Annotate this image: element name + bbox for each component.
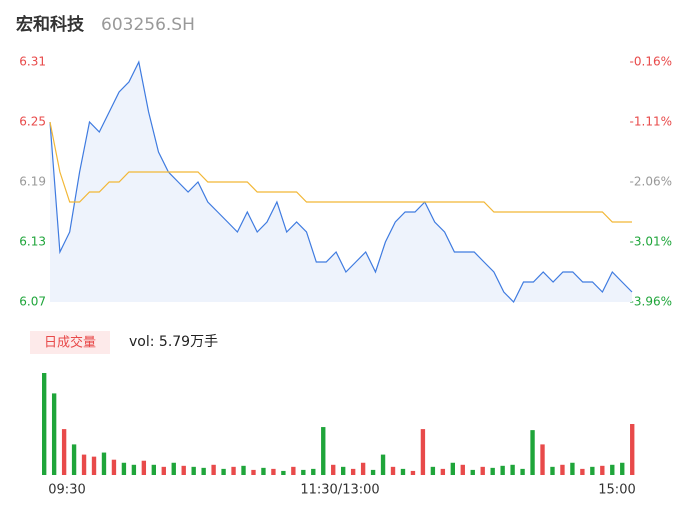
volume-bar xyxy=(580,468,585,475)
volume-bar xyxy=(540,444,545,475)
y-tick-label: 6.07 xyxy=(19,295,46,309)
volume-bar xyxy=(241,465,246,475)
volume-bar xyxy=(560,464,565,475)
volume-bar xyxy=(61,429,67,475)
volume-bar xyxy=(121,462,127,475)
volume-bar xyxy=(81,454,87,475)
volume-bar xyxy=(460,464,465,475)
volume-bar xyxy=(261,467,266,475)
volume-bar xyxy=(490,467,495,475)
volume-bar xyxy=(271,468,276,475)
volume-bar xyxy=(281,470,286,475)
volume-bar xyxy=(221,468,226,475)
y-tick-label: 6.13 xyxy=(19,235,46,249)
volume-bar xyxy=(470,469,475,475)
volume-bar xyxy=(131,464,137,475)
volume-bar xyxy=(151,464,156,475)
volume-bar xyxy=(500,465,505,475)
volume-bar xyxy=(91,456,97,475)
volume-bar xyxy=(71,444,77,475)
volume-bar xyxy=(42,373,47,475)
volume-bar xyxy=(321,427,326,475)
volume-bar xyxy=(231,466,236,475)
y2-tick-label: -3.96% xyxy=(630,295,672,309)
volume-bar xyxy=(400,468,406,475)
x-tick-label: 11:30/13:00 xyxy=(300,483,379,498)
legend-badge xyxy=(30,331,110,354)
volume-bar xyxy=(331,464,336,475)
volume-bar xyxy=(550,466,555,475)
y-tick-label: 6.25 xyxy=(19,115,46,129)
stock-code: 603256.SH xyxy=(101,15,195,35)
volume-bar xyxy=(520,468,525,475)
volume-bar xyxy=(590,466,595,475)
volume-summary: vol: 5.79万手 xyxy=(129,334,218,350)
average-line xyxy=(49,121,632,223)
x-tick-label: 15:00 xyxy=(598,483,635,498)
volume-bar xyxy=(410,470,416,475)
volume-legend: 日成交量 xyxy=(44,335,96,351)
volume-bar xyxy=(301,469,306,475)
volume-bar xyxy=(51,393,57,475)
volume-bar xyxy=(610,464,615,475)
volume-bar xyxy=(570,462,575,475)
volume-bar xyxy=(101,452,107,475)
volume-bar xyxy=(600,465,605,475)
volume-bar xyxy=(350,468,356,475)
volume-bar xyxy=(630,424,635,475)
volume-bar xyxy=(450,462,455,475)
y2-tick-label: -0.16% xyxy=(630,55,672,69)
volume-bar xyxy=(440,468,446,475)
volume-bar xyxy=(201,467,206,475)
volume-bar xyxy=(181,465,186,475)
y-tick-label: 6.31 xyxy=(19,55,46,69)
volume-bar xyxy=(510,464,515,475)
volume-bar xyxy=(291,466,296,475)
y-tick-label: 6.19 xyxy=(19,175,46,189)
volume-bar xyxy=(191,466,196,475)
stock-name: 宏和科技 xyxy=(16,14,85,35)
y2-tick-label: -1.11% xyxy=(630,115,672,129)
price-area xyxy=(50,62,632,302)
volume-bar xyxy=(211,464,216,475)
volume-bar xyxy=(480,466,485,475)
volume-bar xyxy=(141,460,147,475)
volume-bar xyxy=(311,468,316,475)
volume-bar xyxy=(251,469,256,475)
volume-bar xyxy=(341,466,346,475)
y2-tick-label: -3.01% xyxy=(630,235,672,249)
volume-bar xyxy=(370,469,376,475)
volume-bar xyxy=(360,462,366,475)
volume-bar xyxy=(111,459,117,475)
volume-bar xyxy=(390,466,396,475)
volume-bar xyxy=(161,466,166,475)
volume-bar xyxy=(380,454,386,475)
x-tick-label: 09:30 xyxy=(48,483,85,498)
volume-bar xyxy=(420,429,426,475)
price-line xyxy=(49,60,633,304)
volume-bar xyxy=(430,466,436,475)
volume-bar xyxy=(171,462,176,475)
volume-bar xyxy=(530,430,535,475)
y2-tick-label: -2.06% xyxy=(630,175,672,189)
volume-bar xyxy=(620,462,625,475)
